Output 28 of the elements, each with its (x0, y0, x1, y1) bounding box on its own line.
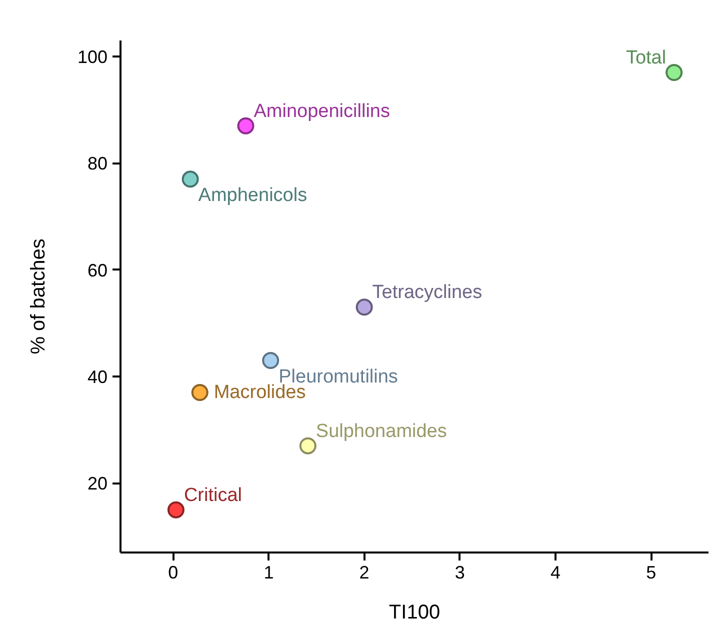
series-label: Total (626, 48, 666, 68)
series-label: Tetracyclines (372, 282, 482, 304)
point (191, 384, 208, 401)
x-axis-title: TI100 (388, 602, 440, 624)
series-label: Sulphonamides (316, 420, 447, 442)
point (299, 437, 316, 454)
series-label: Macrolides (214, 382, 306, 403)
x-tick-label: 5 (646, 562, 656, 582)
y-tick-label: 60 (87, 260, 108, 280)
y-tick-label: 40 (87, 367, 108, 387)
x-tick-label: 4 (550, 562, 561, 582)
x-tick-label: 0 (168, 562, 178, 582)
y-tick-label: 20 (87, 474, 108, 494)
x-tick-label: 3 (454, 562, 465, 582)
series-label: Amphenicols (198, 185, 308, 206)
point (356, 298, 373, 316)
point (262, 352, 280, 369)
y-tick-label: 80 (87, 154, 108, 174)
point (167, 501, 184, 518)
x-tick-label: 1 (264, 562, 274, 582)
point (237, 117, 254, 134)
x-tick-label: 2 (359, 562, 370, 582)
point (182, 170, 199, 188)
point (666, 64, 683, 81)
series-label: Aminopenicillins (254, 100, 390, 122)
series-label: Critical (184, 484, 242, 506)
y-tick-label: 100 (77, 47, 108, 67)
y-axis-title: % of batches (27, 238, 50, 354)
